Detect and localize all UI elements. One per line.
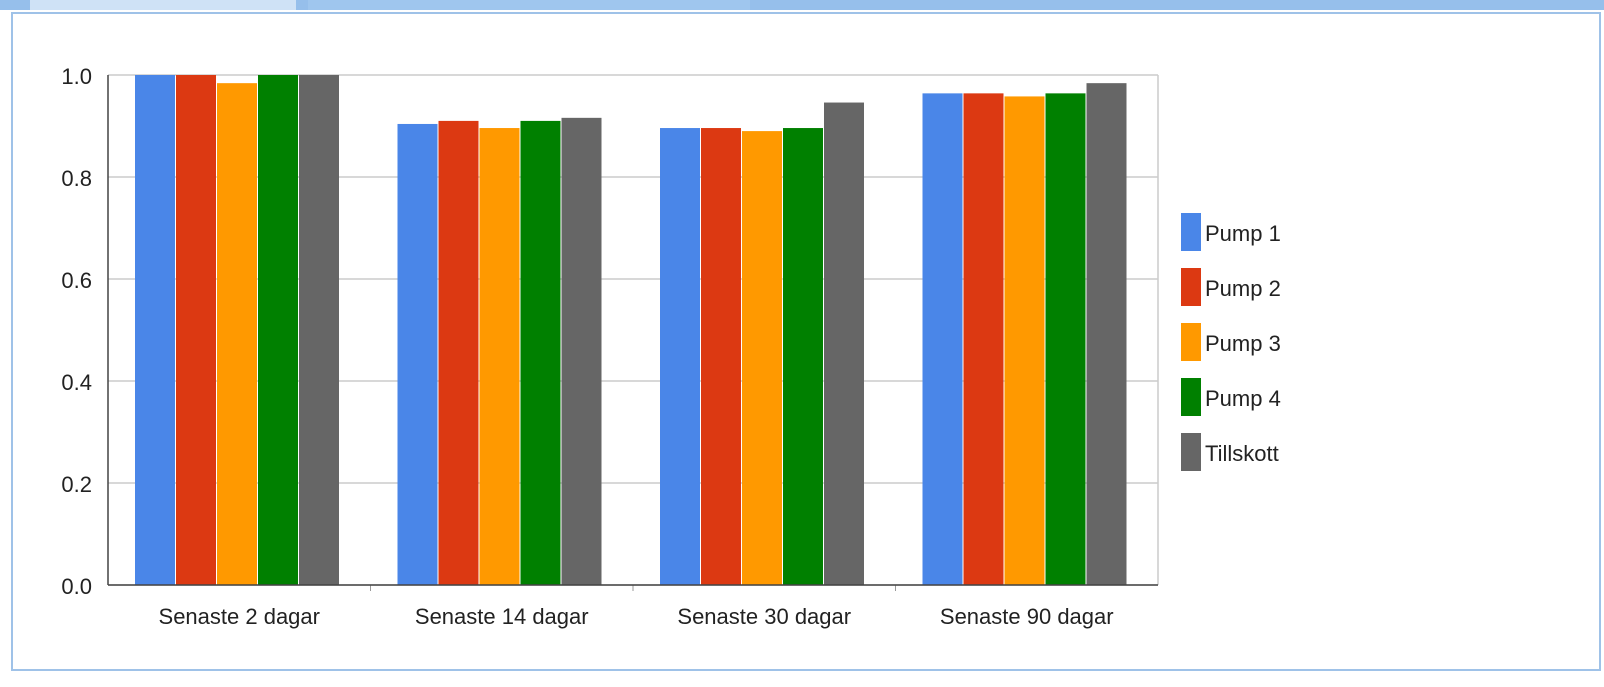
bar-tillskott-2[interactable] bbox=[824, 102, 864, 585]
bar-tillskott-3[interactable] bbox=[1086, 83, 1127, 585]
x-tick-label: Senaste 90 dagar bbox=[940, 604, 1114, 629]
bar-pump-3-2[interactable] bbox=[742, 131, 782, 585]
y-tick-label: 0.2 bbox=[61, 472, 92, 497]
tab-bar bbox=[0, 0, 1604, 10]
legend-swatch bbox=[1181, 433, 1201, 471]
legend-label[interactable]: Pump 2 bbox=[1205, 276, 1281, 301]
y-tick-label: 0.8 bbox=[61, 166, 92, 191]
legend-swatch bbox=[1181, 323, 1201, 361]
bar-pump-2-0[interactable] bbox=[176, 75, 216, 585]
bar-pump-3-3[interactable] bbox=[1004, 96, 1045, 586]
bar-tillskott-1[interactable] bbox=[561, 117, 602, 585]
legend-label[interactable]: Pump 4 bbox=[1205, 386, 1281, 411]
bar-pump-3-1[interactable] bbox=[479, 128, 520, 586]
x-tick-label: Senaste 2 dagar bbox=[159, 604, 320, 629]
y-tick-label: 0.6 bbox=[61, 268, 92, 293]
bar-pump-2-1[interactable] bbox=[438, 120, 479, 586]
axes bbox=[107, 75, 1158, 591]
x-tick-label: Senaste 14 dagar bbox=[415, 604, 589, 629]
bar-pump-1-0[interactable] bbox=[135, 75, 175, 585]
tab-active[interactable] bbox=[308, 0, 750, 10]
legend-label[interactable]: Tillskott bbox=[1205, 441, 1279, 466]
bar-pump-1-1[interactable] bbox=[397, 123, 438, 586]
bar-tillskott-0[interactable] bbox=[299, 75, 339, 585]
bar-pump-4-3[interactable] bbox=[1045, 93, 1086, 586]
legend: Pump 1 Pump 2 Pump 3 Pump 4 Tillskott bbox=[1181, 213, 1281, 471]
bar-pump-1-2[interactable] bbox=[660, 128, 700, 586]
y-tick-label: 1.0 bbox=[61, 64, 92, 89]
bar-pump-4-1[interactable] bbox=[520, 120, 561, 586]
legend-swatch bbox=[1181, 378, 1201, 416]
bar-pump-3-0[interactable] bbox=[217, 83, 257, 585]
legend-label[interactable]: Pump 3 bbox=[1205, 331, 1281, 356]
tab-strip bbox=[0, 0, 1604, 14]
axis-labels: 0.0 0.2 0.4 0.6 0.8 1.0 Senaste 2 dagar Senaste… bbox=[61, 64, 1113, 629]
y-tick-label: 0.0 bbox=[61, 574, 92, 599]
bar-pump-2-2[interactable] bbox=[701, 128, 741, 586]
legend-label[interactable]: Pump 1 bbox=[1205, 221, 1281, 246]
bar-pump-1-3[interactable] bbox=[922, 93, 963, 586]
bars bbox=[135, 75, 1127, 586]
y-tick-label: 0.4 bbox=[61, 370, 92, 395]
bar-pump-4-0[interactable] bbox=[258, 75, 298, 585]
tab-inactive[interactable] bbox=[30, 0, 296, 10]
legend-swatch bbox=[1181, 268, 1201, 306]
x-tick-label: Senaste 30 dagar bbox=[677, 604, 851, 629]
bar-pump-2-3[interactable] bbox=[963, 93, 1004, 586]
legend-swatch bbox=[1181, 213, 1201, 251]
bar-pump-4-2[interactable] bbox=[783, 128, 823, 586]
